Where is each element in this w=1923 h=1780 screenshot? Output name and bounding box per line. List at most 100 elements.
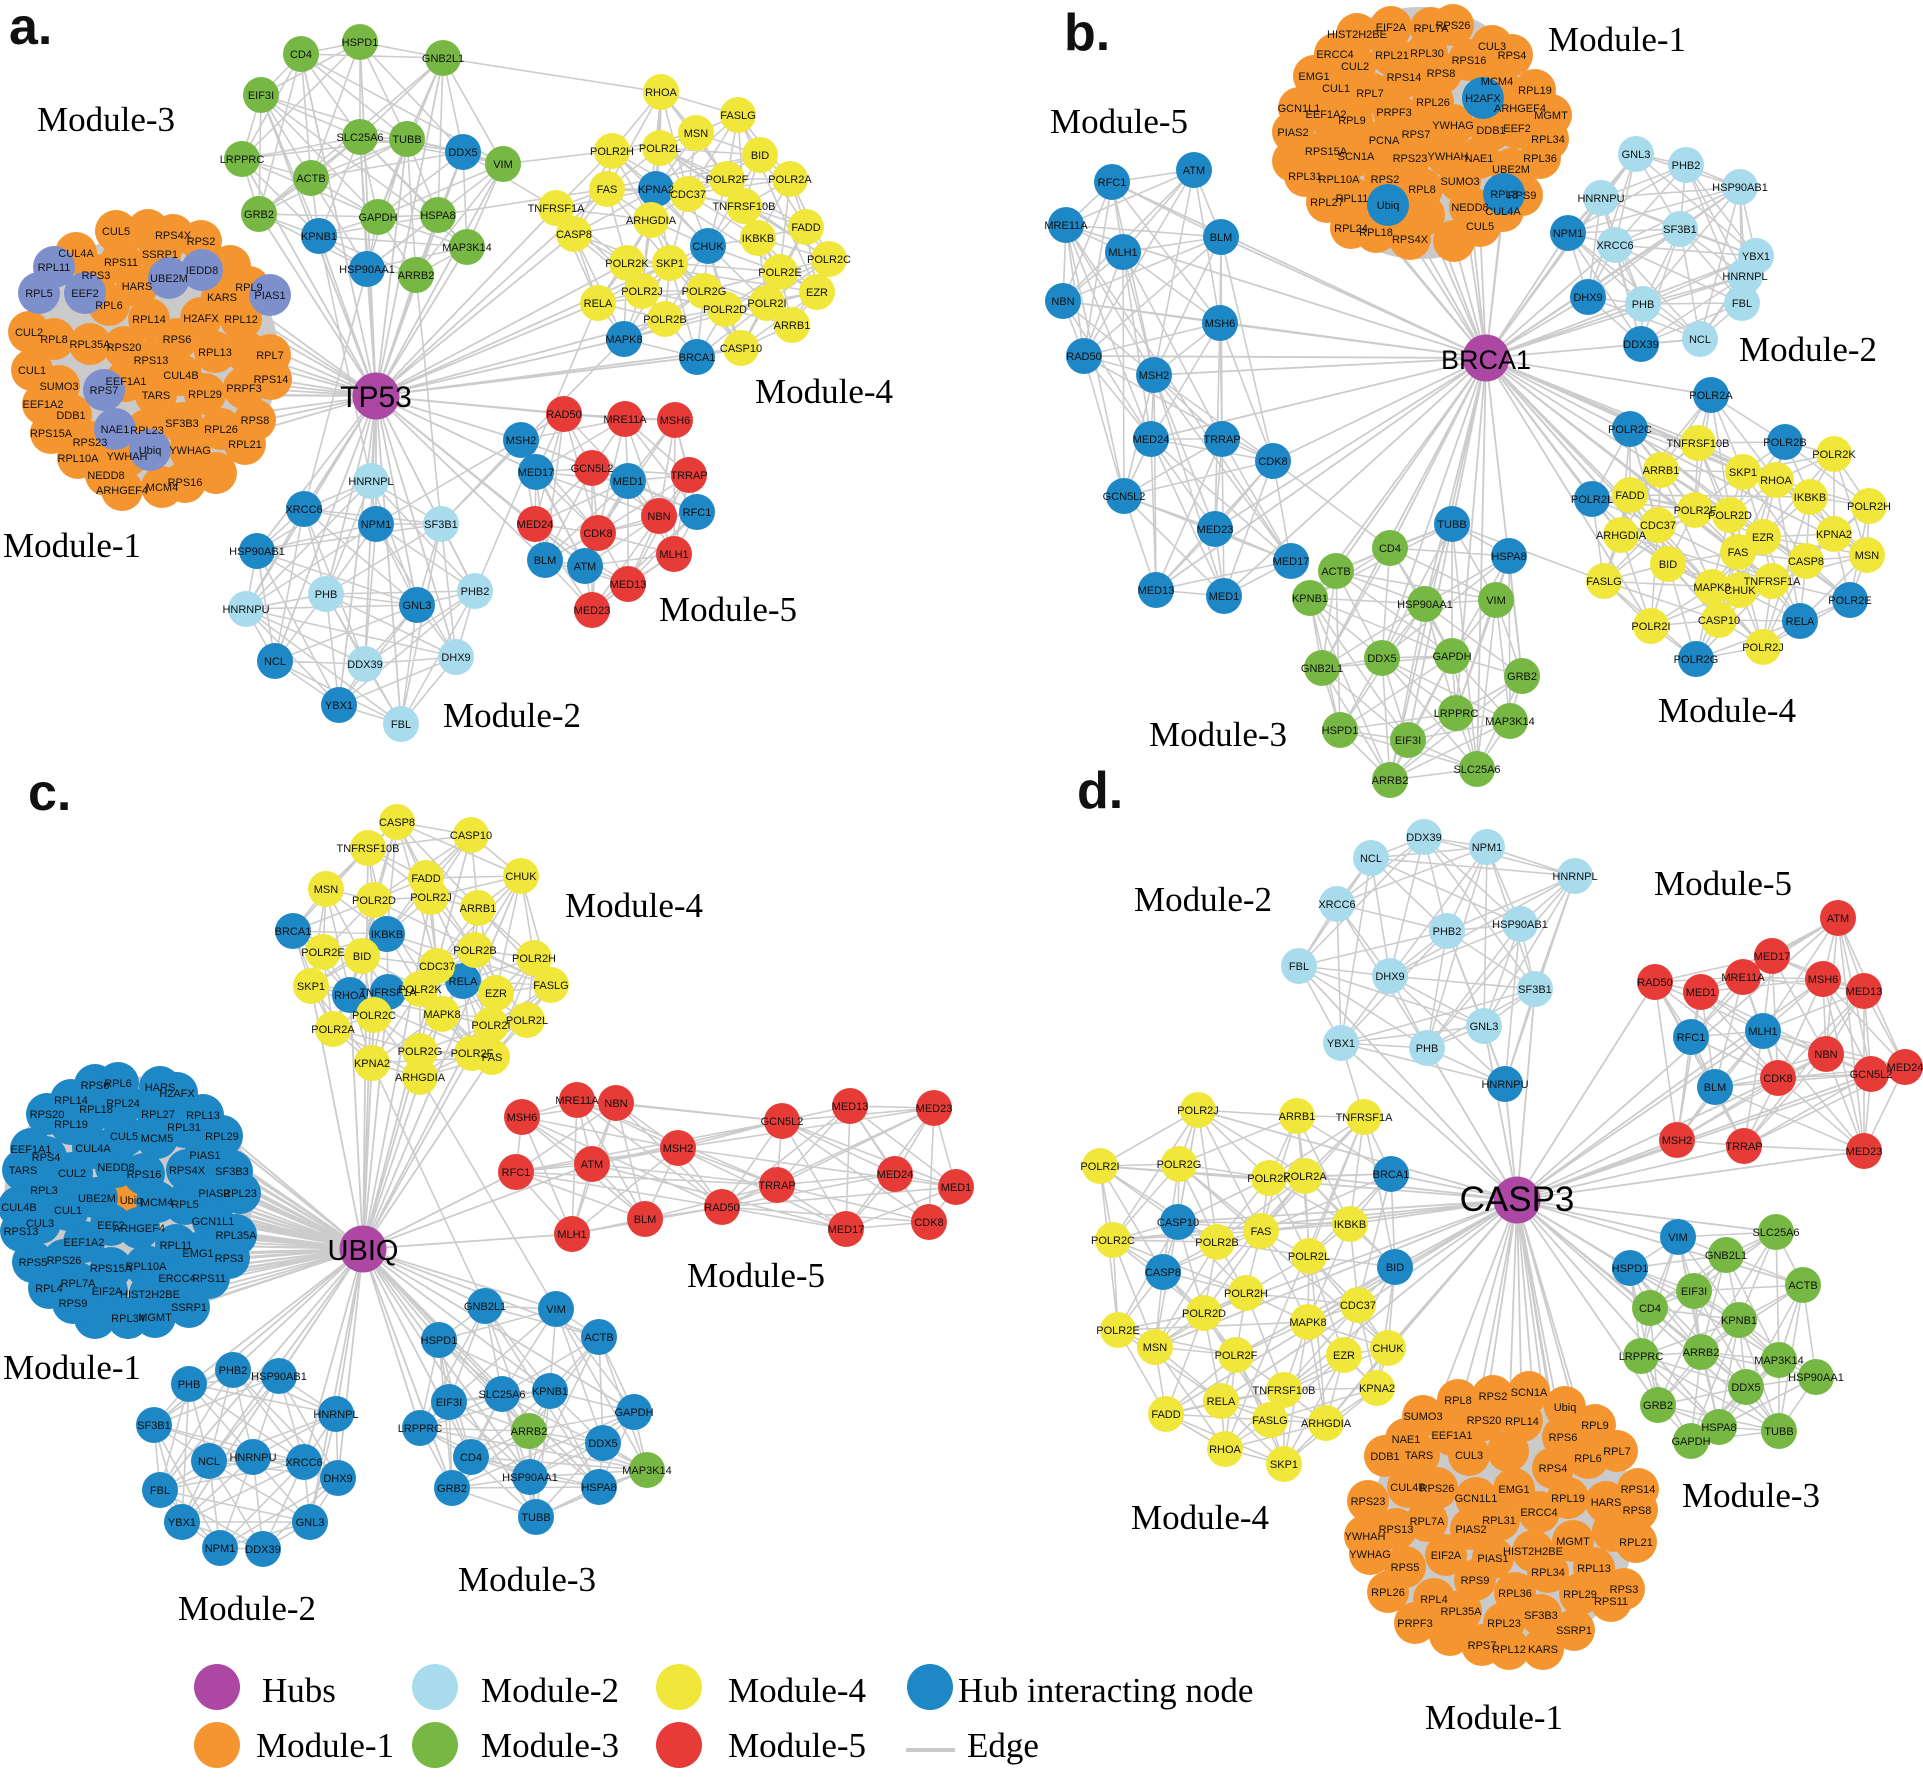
svg-text:PHB: PHB: [1632, 299, 1655, 311]
svg-text:MED24: MED24: [1887, 1062, 1923, 1074]
svg-text:MED1: MED1: [613, 476, 644, 488]
svg-text:FBL: FBL: [391, 719, 411, 731]
svg-text:POLR2L: POLR2L: [1571, 494, 1613, 506]
svg-text:DHX9: DHX9: [1573, 292, 1602, 304]
svg-text:POLR2E: POLR2E: [301, 947, 344, 959]
svg-text:EEF2: EEF2: [71, 288, 99, 300]
svg-text:GNB2L1: GNB2L1: [422, 53, 464, 65]
svg-text:PHB2: PHB2: [461, 586, 490, 598]
svg-text:RPS11: RPS11: [104, 257, 138, 269]
svg-text:Hubs: Hubs: [262, 1671, 336, 1710]
svg-text:RPS4X: RPS4X: [169, 1165, 206, 1177]
svg-text:CDK8: CDK8: [1258, 456, 1287, 468]
svg-text:CDK8: CDK8: [1763, 1073, 1792, 1085]
svg-text:RPL7: RPL7: [1603, 1446, 1631, 1458]
svg-text:FAS: FAS: [1251, 1226, 1272, 1238]
svg-text:HNRNPL: HNRNPL: [348, 476, 393, 488]
svg-text:POLR2G: POLR2G: [682, 286, 727, 298]
svg-text:RPS20: RPS20: [1467, 1415, 1502, 1427]
svg-text:GRB2: GRB2: [1643, 1400, 1673, 1412]
svg-text:KARS: KARS: [207, 292, 237, 304]
svg-text:RPS9: RPS9: [59, 1298, 88, 1310]
svg-text:Module-5: Module-5: [659, 590, 797, 629]
svg-text:RPL18: RPL18: [1359, 227, 1393, 239]
svg-text:H2AFX: H2AFX: [159, 1088, 195, 1100]
svg-text:UBE2M: UBE2M: [150, 273, 188, 285]
svg-text:HNRNPL: HNRNPL: [313, 1409, 358, 1421]
svg-text:RPL8: RPL8: [40, 334, 68, 346]
svg-text:FBL: FBL: [150, 1485, 170, 1497]
svg-text:POLR2G: POLR2G: [1157, 1159, 1202, 1171]
svg-text:MED17: MED17: [1754, 951, 1791, 963]
svg-text:KPNA2: KPNA2: [1816, 529, 1852, 541]
svg-text:MRE11A: MRE11A: [1044, 220, 1088, 232]
svg-text:EEF1A2: EEF1A2: [64, 1237, 105, 1249]
svg-text:GCN1L1: GCN1L1: [192, 1216, 235, 1228]
svg-text:TNFRSF1A: TNFRSF1A: [360, 987, 418, 999]
svg-text:BID: BID: [1659, 559, 1677, 571]
svg-text:POLR2E: POLR2E: [1828, 595, 1871, 607]
svg-text:PIAS2: PIAS2: [1455, 1524, 1486, 1536]
svg-text:CASP3: CASP3: [1460, 1180, 1575, 1219]
svg-text:Module-3: Module-3: [481, 1726, 619, 1765]
svg-text:MAPK8: MAPK8: [1693, 582, 1730, 594]
svg-text:TRRAP: TRRAP: [670, 470, 707, 482]
svg-text:MED13: MED13: [610, 579, 647, 591]
svg-text:CUL4B: CUL4B: [1390, 1482, 1425, 1494]
svg-text:CUL1: CUL1: [1322, 83, 1350, 95]
svg-text:CUL1: CUL1: [54, 1205, 82, 1217]
svg-text:MSH6: MSH6: [660, 415, 691, 427]
svg-text:RPL13: RPL13: [198, 347, 232, 359]
svg-text:POLR2L: POLR2L: [639, 143, 681, 155]
svg-text:IKBKB: IKBKB: [371, 929, 403, 941]
svg-text:GAPDH: GAPDH: [1671, 1436, 1710, 1448]
svg-text:RPS6: RPS6: [1549, 1432, 1578, 1444]
svg-text:PCNA: PCNA: [1369, 135, 1400, 147]
svg-text:RPL34: RPL34: [1531, 1567, 1565, 1579]
svg-text:RPL29: RPL29: [1563, 1589, 1597, 1601]
svg-text:Module-1: Module-1: [3, 526, 141, 565]
svg-text:MSH2: MSH2: [1139, 370, 1170, 382]
svg-text:TRRAP: TRRAP: [1203, 434, 1240, 446]
svg-text:HARS: HARS: [122, 281, 153, 293]
svg-text:CASP10: CASP10: [450, 830, 492, 842]
svg-text:RAD50: RAD50: [1637, 977, 1672, 989]
svg-text:RPL7A: RPL7A: [1410, 1516, 1446, 1528]
svg-text:NPM1: NPM1: [205, 1543, 236, 1555]
svg-text:DDB1: DDB1: [1370, 1451, 1399, 1463]
svg-text:MGMT: MGMT: [1556, 1536, 1590, 1548]
svg-text:TNFRSF10B: TNFRSF10B: [337, 843, 400, 855]
svg-text:SSRP1: SSRP1: [171, 1302, 207, 1314]
svg-text:GNL3: GNL3: [403, 600, 432, 612]
svg-text:POLR2A: POLR2A: [1689, 390, 1733, 402]
svg-text:MSN: MSN: [1855, 550, 1880, 562]
svg-text:RPL18: RPL18: [79, 1104, 113, 1116]
svg-text:HSPA8: HSPA8: [1701, 1422, 1736, 1434]
svg-text:DDX5: DDX5: [1731, 1382, 1760, 1394]
svg-text:PRPF3: PRPF3: [1376, 107, 1411, 119]
svg-text:GAPDH: GAPDH: [614, 1407, 653, 1419]
svg-text:EEF1A2: EEF1A2: [23, 399, 64, 411]
svg-text:RPL23: RPL23: [130, 425, 164, 437]
svg-text:YWHAH: YWHAH: [1428, 151, 1469, 163]
svg-text:MCM4: MCM4: [141, 1197, 173, 1209]
svg-text:GAPDH: GAPDH: [1432, 651, 1471, 663]
svg-text:MED24: MED24: [877, 1169, 914, 1181]
svg-text:BLM: BLM: [1210, 232, 1233, 244]
svg-text:TUBB: TUBB: [1437, 519, 1466, 531]
svg-text:ERCC4: ERCC4: [1520, 1507, 1557, 1519]
svg-text:MSN: MSN: [314, 884, 339, 896]
svg-text:GRB2: GRB2: [437, 1483, 467, 1495]
svg-text:VIM: VIM: [493, 159, 513, 171]
svg-text:KPNB1: KPNB1: [1721, 1315, 1757, 1327]
svg-text:Hub interacting node: Hub interacting node: [958, 1671, 1253, 1710]
svg-text:POLR2B: POLR2B: [643, 314, 686, 326]
svg-text:RPS4: RPS4: [1539, 1463, 1568, 1475]
svg-text:HIST2H2BE: HIST2H2BE: [1327, 29, 1387, 41]
svg-text:CUL3: CUL3: [1478, 41, 1506, 53]
svg-text:POLR2F: POLR2F: [1674, 505, 1717, 517]
svg-text:RPS23: RPS23: [73, 437, 108, 449]
svg-text:RPL29: RPL29: [205, 1131, 239, 1143]
svg-text:CASP8: CASP8: [379, 817, 415, 829]
svg-text:HSPD1: HSPD1: [1322, 725, 1359, 737]
